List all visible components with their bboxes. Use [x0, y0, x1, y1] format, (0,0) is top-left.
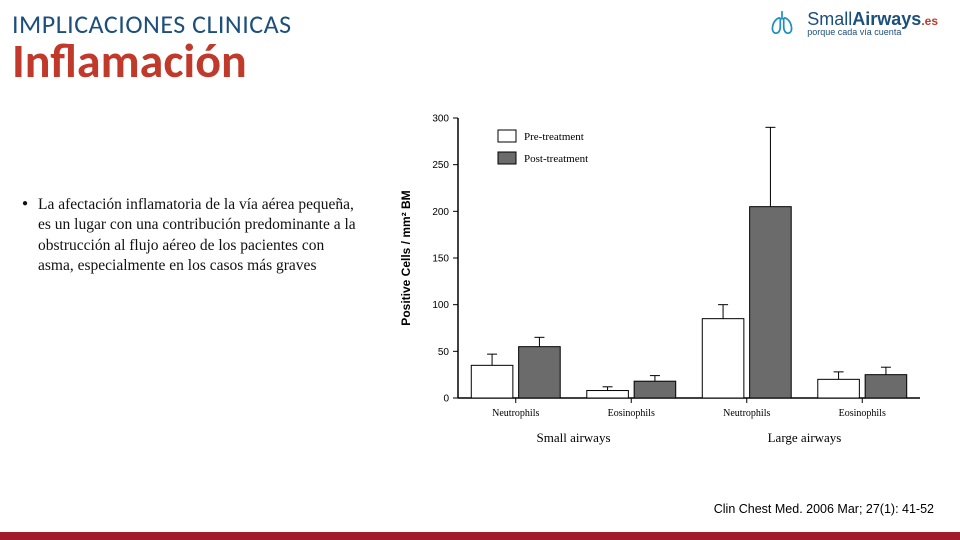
- chart-svg: 0 50 100 150 200 250 300 Positive Cells / mm² B…: [380, 108, 940, 468]
- svg-text:Eosinophils: Eosinophils: [608, 408, 655, 419]
- bullet-item: La afectación inflamatoria de la vía aér…: [22, 195, 362, 277]
- lungs-icon: [765, 6, 799, 40]
- svg-text:50: 50: [438, 347, 450, 358]
- svg-text:Large airways: Large airways: [768, 430, 842, 445]
- svg-text:150: 150: [432, 254, 449, 265]
- svg-text:Pre-treatment: Pre-treatment: [524, 131, 584, 143]
- svg-text:250: 250: [432, 160, 449, 171]
- brand-text: SmallAirways.es porque cada vía cuenta: [807, 10, 938, 37]
- bullet-list: La afectación inflamatoria de la vía aér…: [22, 195, 362, 277]
- header: IMPLICACIONES CLINICAS Inflamación: [12, 8, 292, 86]
- svg-text:200: 200: [432, 207, 449, 218]
- brand-tagline: porque cada vía cuenta: [807, 28, 938, 37]
- svg-text:300: 300: [432, 114, 449, 125]
- cells-chart: 0 50 100 150 200 250 300 Positive Cells / mm² B…: [380, 108, 940, 468]
- citation-text: Clin Chest Med. 2006 Mar; 27(1): 41-52: [714, 502, 934, 516]
- page-title: Inflamación: [12, 36, 292, 86]
- svg-text:Neutrophils: Neutrophils: [723, 408, 770, 419]
- svg-text:Positive Cells / mm² BM: Positive Cells / mm² BM: [399, 190, 413, 325]
- svg-text:Neutrophils: Neutrophils: [492, 408, 539, 419]
- footer-bar: [0, 532, 960, 540]
- svg-text:Small airways: Small airways: [536, 430, 610, 445]
- svg-text:Eosinophils: Eosinophils: [839, 408, 886, 419]
- svg-text:100: 100: [432, 300, 449, 311]
- brand-name: SmallAirways.es: [807, 10, 938, 28]
- svg-text:0: 0: [443, 394, 449, 405]
- brand-logo: SmallAirways.es porque cada vía cuenta: [765, 6, 938, 40]
- svg-text:Post-treatment: Post-treatment: [524, 153, 588, 165]
